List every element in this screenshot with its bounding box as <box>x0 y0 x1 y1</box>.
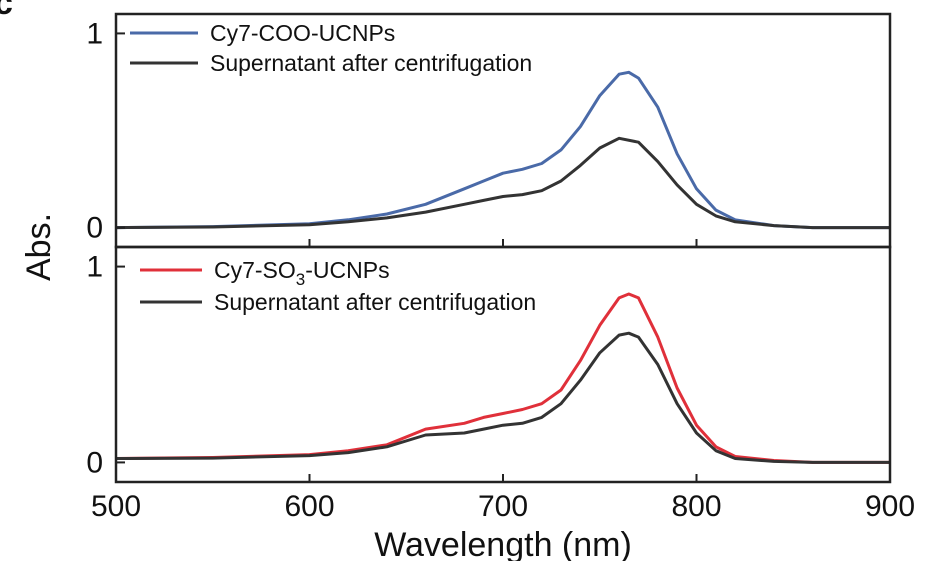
y-axis-title: Abs. <box>20 213 58 281</box>
x-tick-label: 500 <box>91 490 141 523</box>
series-line-2-1 <box>115 292 890 464</box>
y-tick-label: 1 <box>86 251 103 284</box>
panel-letter: c <box>0 0 13 22</box>
legend-label: Cy7-SO3-UCNPs <box>214 257 390 289</box>
panel-frame <box>114 245 892 484</box>
series-line-1-2 <box>115 136 890 230</box>
panel-frame <box>114 12 892 249</box>
x-axis-title: Wavelength (nm) <box>374 526 632 561</box>
series-line-2-2 <box>115 331 890 464</box>
x-tick-label: 900 <box>865 490 915 523</box>
x-tick-label: 800 <box>671 490 721 523</box>
panel-1: 0 1 Cy7-COO-UCNPs Supernatant after centrif… <box>86 12 892 249</box>
x-tick-label: 700 <box>478 490 528 523</box>
x-tick-label: 600 <box>284 490 334 523</box>
legend-label: Cy7-COO-UCNPs <box>210 20 395 46</box>
legend-label: Supernatant after centrifugation <box>210 50 532 76</box>
y-tick-label: 0 <box>86 446 103 479</box>
series-line-1-1 <box>115 70 890 230</box>
y-tick-label: 0 <box>86 212 103 245</box>
legend-label: Supernatant after centrifugation <box>214 289 536 315</box>
y-tick-label: 1 <box>86 17 103 50</box>
